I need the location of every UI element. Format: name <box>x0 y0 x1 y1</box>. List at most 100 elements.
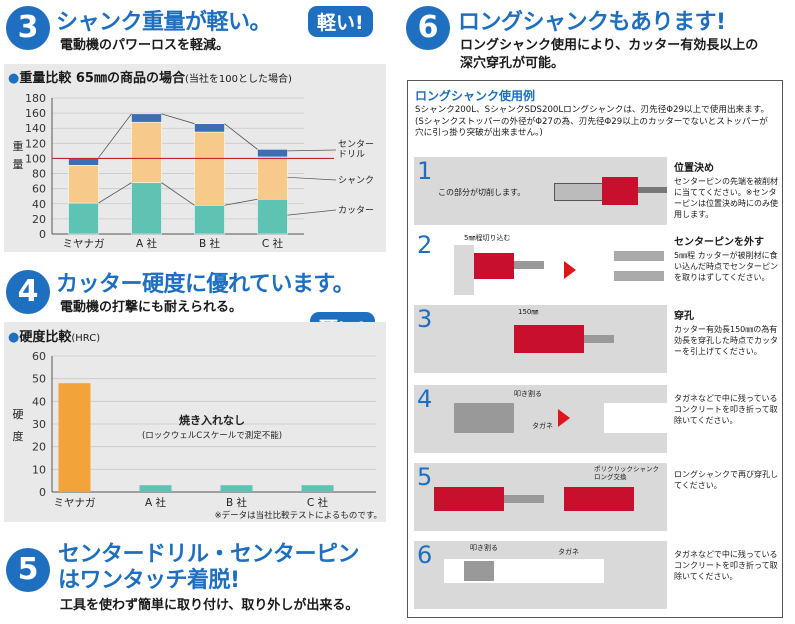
bar-segment-cutter <box>194 205 225 235</box>
step-6-text: タガネなどで中に残っているコンクリートを叩き折って取除いてください。 <box>674 549 782 582</box>
section-3-title: シャンク重量が軽い。 <box>56 10 272 35</box>
y-tick-label: 180 <box>25 92 46 105</box>
step-6-body: タガネなどで中に残っているコンクリートを叩き折って取除いてください。 <box>674 550 778 581</box>
step-4-core <box>454 403 514 433</box>
bar-segment-cutter <box>257 198 288 235</box>
connector-line <box>224 123 258 150</box>
step-3-illustration: 3 150㎜ <box>414 305 667 373</box>
long-shank-example-title: ロングシャンク使用例 <box>415 89 536 103</box>
section-4-number: 4 <box>6 270 50 314</box>
section-3-subtitle: 電動機のパワーロスを軽減。 <box>60 38 230 53</box>
weight-chart-title-text: 重量比較 65㎜の商品の場合 <box>19 71 185 86</box>
legend-label: ドリル <box>338 150 365 160</box>
step-6-core <box>464 561 494 581</box>
y-tick-label: 50 <box>32 373 46 386</box>
x-tick-label: B 社 <box>226 496 248 509</box>
bar <box>301 485 334 492</box>
bar-segment-center-drill <box>257 149 288 158</box>
step-1-label: この部分が切削します。 <box>438 188 526 197</box>
y-axis-label: 量 <box>13 158 24 171</box>
section-6-title: ロングシャンクもあります! <box>458 10 726 35</box>
weight-chart-title: ●重量比較 65㎜の商品の場合(当社を100とした場合) <box>8 67 292 86</box>
bar-segment-shank <box>131 121 162 183</box>
step-1-text: 位置決め センターピンの先端を被削材に当ててください。※センターピンは位置決め時に… <box>674 163 782 220</box>
connector-line <box>161 113 195 125</box>
y-axis-label: 硬 <box>13 408 24 421</box>
y-tick-label: 10 <box>32 463 46 476</box>
y-tick-label: 80 <box>32 168 46 181</box>
y-tick-label: 100 <box>25 152 46 165</box>
step-6-label: 叩き割る <box>470 544 498 552</box>
y-axis-label: 度 <box>13 429 24 443</box>
section-4-subtitle: 電動機の打撃にも耐えられる。 <box>60 300 243 315</box>
step-2-concrete <box>454 245 474 295</box>
step-4-body: タガネなどで中に残っているコンクリートを叩き折って取除いてください。 <box>674 394 778 425</box>
step-2-cutter <box>474 253 514 279</box>
weight-chart-subtitle: (当社を100とした場合) <box>184 74 292 85</box>
step-2-illustration: 2 5㎜程切り込む <box>414 231 667 299</box>
step-5-number: 5 <box>417 463 433 491</box>
step-1-body: センターピンの先端を被削材に当ててください。※センターピンは位置決め時にのみ使用… <box>674 177 778 219</box>
bar <box>139 485 172 492</box>
step-2-heading: センターピンを外す <box>674 237 764 248</box>
bar-segment-center-drill <box>194 123 225 133</box>
step-6-label2: タガネ <box>558 548 579 556</box>
step-2-arrow-icon <box>564 261 576 279</box>
bar-segment-shank <box>257 156 288 200</box>
section-3-number: 3 <box>6 6 50 50</box>
step-4-illustration: 4 叩き割る タガネ <box>414 385 667 453</box>
step-5-cutter-out <box>564 487 634 511</box>
y-tick-label: 60 <box>32 350 46 363</box>
hardness-chart-subtitle: (HRC) <box>71 333 101 344</box>
step-3-label: 150㎜ <box>518 308 539 316</box>
step-1-center-pin <box>638 187 667 193</box>
step-2-number: 2 <box>417 231 433 259</box>
step-5-label: ポリクリックシャンクロング交換 <box>594 465 659 481</box>
section-5-subtitle: 工具を使わず簡単に取り付け、取り外しが出来る。 <box>60 598 359 613</box>
step-1-cutter-head <box>602 177 638 205</box>
step-3-number: 3 <box>417 305 433 333</box>
y-tick-label: 40 <box>32 395 46 408</box>
legend-pointer <box>287 209 337 216</box>
step-4-arrow-icon <box>558 409 570 427</box>
bar-segment-center-drill <box>68 157 99 166</box>
x-tick-label: C 社 <box>262 237 284 250</box>
step-5-illustration: 5 ポリクリックシャンクロング交換 <box>414 463 667 531</box>
bar <box>58 383 91 492</box>
y-tick-label: 0 <box>39 486 46 499</box>
legend-label: シャンク <box>338 175 374 186</box>
section-5-title-line2: はワンタッチ着脱! <box>58 568 240 593</box>
y-tick-label: 140 <box>25 122 46 135</box>
hardness-chart-panel: ●硬度比較(HRC) 0 10 20 30 40 50 60 硬度ミヤナガ A 社 B 社 C 社 焼… <box>4 322 386 522</box>
y-tick-label: 120 <box>25 137 46 150</box>
step-2-label: 5㎜程切り込む <box>464 234 511 242</box>
y-tick-label: 20 <box>32 213 46 226</box>
no-hardening-annotation: 焼き入れなし <box>179 413 245 427</box>
no-hardening-note: (ロックウェルCスケールで測定不能) <box>142 430 282 441</box>
y-tick-label: 20 <box>32 441 46 454</box>
x-tick-label: ミヤナガ <box>63 238 105 250</box>
connector-line <box>224 198 258 206</box>
step-1-illustration: 1 この部分が切削します。 <box>414 157 667 225</box>
step-1-cutter-body <box>554 183 606 201</box>
step-3-cutter <box>514 325 584 353</box>
y-tick-label: 160 <box>25 107 46 120</box>
section-5-title-line1: センタードリル・センターピン <box>58 542 360 567</box>
step-5-cutter-in-hole <box>434 487 504 511</box>
x-tick-label: A 社 <box>145 496 167 509</box>
step-2-pin-shaft <box>614 271 664 281</box>
legend-pointer <box>287 176 337 181</box>
weight-chart-panel: ●重量比較 65㎜の商品の場合(当社を100とした場合) 0 20 40 60 80 10… <box>4 64 386 252</box>
y-tick-label: 0 <box>39 228 46 241</box>
step-6-number: 6 <box>417 541 433 569</box>
step-5-text: ロングシャンクで再び穿孔してください。 <box>674 469 782 491</box>
legend-label: センター <box>338 139 374 150</box>
x-tick-label: ミヤナガ <box>54 497 96 509</box>
bullet-icon: ● <box>8 71 20 86</box>
step-2-body: 5㎜程 カッターが被削材に食い込んだ時点でセンターピンを取りはずしてください。 <box>674 251 778 282</box>
light-badge: 軽い! <box>308 6 373 37</box>
connector-line <box>98 113 132 158</box>
legend-label: カッター <box>338 205 374 216</box>
section-4-title: カッター硬度に優れています。 <box>56 272 355 297</box>
